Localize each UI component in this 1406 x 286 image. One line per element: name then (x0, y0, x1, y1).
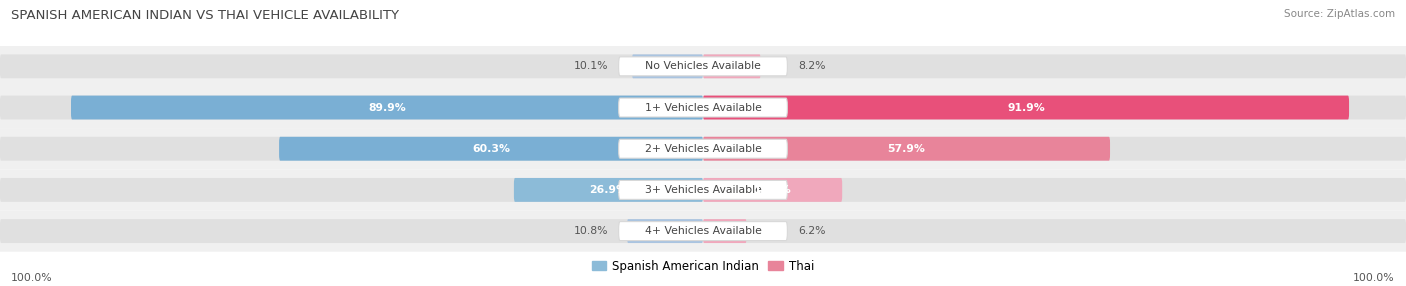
Text: 60.3%: 60.3% (472, 144, 510, 154)
FancyBboxPatch shape (278, 137, 703, 161)
FancyBboxPatch shape (703, 54, 761, 78)
FancyBboxPatch shape (703, 54, 1406, 78)
Text: 100.0%: 100.0% (1353, 273, 1395, 283)
FancyBboxPatch shape (70, 96, 703, 120)
FancyBboxPatch shape (703, 96, 1406, 120)
Text: 6.2%: 6.2% (799, 226, 825, 236)
Text: 10.8%: 10.8% (574, 226, 609, 236)
FancyBboxPatch shape (515, 178, 703, 202)
FancyBboxPatch shape (619, 139, 787, 158)
Text: 19.8%: 19.8% (754, 185, 792, 195)
Text: 100.0%: 100.0% (11, 273, 53, 283)
FancyBboxPatch shape (633, 54, 703, 78)
Text: No Vehicles Available: No Vehicles Available (645, 61, 761, 71)
FancyBboxPatch shape (0, 46, 1406, 87)
Text: 4+ Vehicles Available: 4+ Vehicles Available (644, 226, 762, 236)
FancyBboxPatch shape (0, 137, 703, 161)
Text: 8.2%: 8.2% (799, 61, 825, 71)
FancyBboxPatch shape (619, 180, 787, 199)
Text: 57.9%: 57.9% (887, 144, 925, 154)
FancyBboxPatch shape (0, 169, 1406, 210)
Text: 26.9%: 26.9% (589, 185, 627, 195)
FancyBboxPatch shape (0, 54, 703, 78)
Legend: Spanish American Indian, Thai: Spanish American Indian, Thai (588, 255, 818, 277)
FancyBboxPatch shape (703, 178, 842, 202)
FancyBboxPatch shape (703, 137, 1406, 161)
Text: 10.1%: 10.1% (574, 61, 609, 71)
Text: 3+ Vehicles Available: 3+ Vehicles Available (644, 185, 762, 195)
Text: SPANISH AMERICAN INDIAN VS THAI VEHICLE AVAILABILITY: SPANISH AMERICAN INDIAN VS THAI VEHICLE … (11, 9, 399, 21)
FancyBboxPatch shape (703, 178, 1406, 202)
FancyBboxPatch shape (0, 128, 1406, 169)
FancyBboxPatch shape (0, 178, 703, 202)
Text: 2+ Vehicles Available: 2+ Vehicles Available (644, 144, 762, 154)
FancyBboxPatch shape (703, 219, 1406, 243)
FancyBboxPatch shape (619, 98, 787, 117)
Text: 1+ Vehicles Available: 1+ Vehicles Available (644, 103, 762, 112)
FancyBboxPatch shape (0, 87, 1406, 128)
FancyBboxPatch shape (619, 222, 787, 241)
Text: 91.9%: 91.9% (1007, 103, 1045, 112)
FancyBboxPatch shape (619, 57, 787, 76)
FancyBboxPatch shape (703, 137, 1111, 161)
FancyBboxPatch shape (0, 219, 703, 243)
Text: 89.9%: 89.9% (368, 103, 406, 112)
FancyBboxPatch shape (0, 96, 703, 120)
FancyBboxPatch shape (0, 210, 1406, 252)
FancyBboxPatch shape (703, 96, 1350, 120)
FancyBboxPatch shape (703, 219, 747, 243)
FancyBboxPatch shape (627, 219, 703, 243)
Text: Source: ZipAtlas.com: Source: ZipAtlas.com (1284, 9, 1395, 19)
